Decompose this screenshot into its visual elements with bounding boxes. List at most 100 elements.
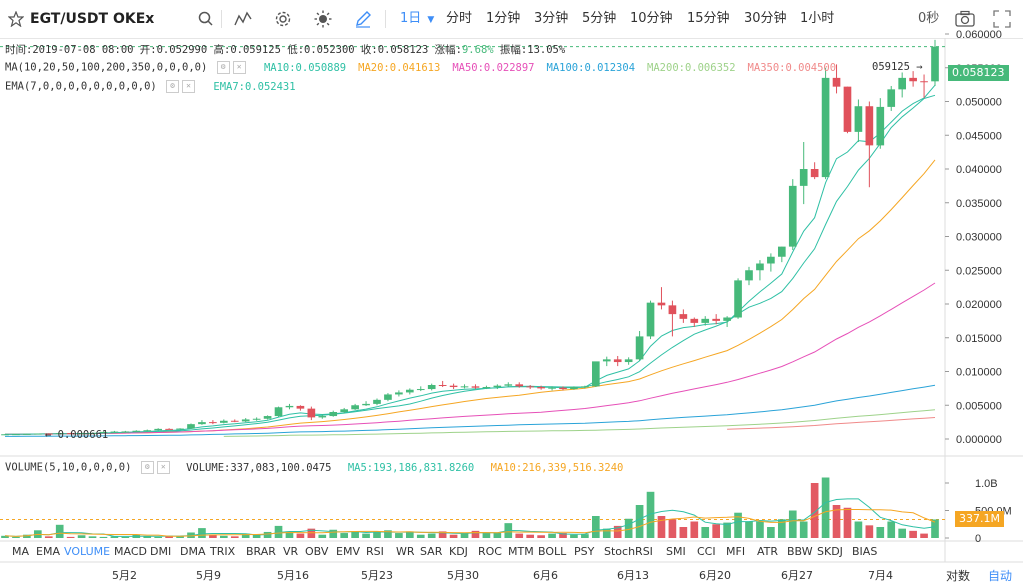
interval-option[interactable]: 10分钟: [630, 11, 673, 26]
volume-bar: [581, 534, 589, 538]
candle-body: [198, 422, 206, 425]
indicator-tab-mfi[interactable]: MFI: [726, 545, 746, 558]
indicator-tab-dma[interactable]: DMA: [180, 545, 206, 558]
price-tick-label: 0.025000: [956, 265, 1002, 277]
volume-bar: [679, 527, 688, 538]
volume-bar: [1, 535, 9, 538]
candle-body: [701, 318, 710, 323]
indicator-tab-mtm[interactable]: MTM: [508, 545, 534, 558]
ema-label: EMA(7,0,0,0,0,0,0,0,0,0): [5, 80, 157, 93]
indicator-tab-skdj[interactable]: SKDJ: [817, 545, 843, 558]
indicator-tab-kdj[interactable]: KDJ: [449, 545, 468, 558]
indicator-tab-bias[interactable]: BIAS: [852, 545, 878, 558]
volume-bar: [810, 483, 819, 538]
indicator-tab-volume[interactable]: VOLUME: [64, 545, 111, 558]
indicator-tab-vr[interactable]: VR: [283, 545, 299, 558]
interval-option[interactable]: 30分钟: [744, 11, 787, 26]
volume-bar: [176, 536, 184, 538]
interval-option[interactable]: 分时: [446, 11, 473, 26]
interval-dropdown[interactable]: 1日 ▼: [400, 0, 434, 38]
interval-option[interactable]: 1分钟: [486, 11, 521, 26]
ma350-line: [727, 417, 936, 430]
interval-option[interactable]: 3分钟: [534, 11, 569, 26]
indicator-tab-boll[interactable]: BOLL: [538, 545, 567, 558]
volume-label: VOLUME(5,10,0,0,0,0): [5, 461, 132, 474]
volume-bar: [460, 533, 469, 538]
ma-close-icon[interactable]: ✕: [232, 61, 246, 74]
volume-bar: [121, 536, 130, 538]
auto-scale-toggle[interactable]: 自动: [988, 569, 1013, 583]
indicator-tab-ema[interactable]: EMA: [36, 545, 60, 558]
volume-bar: [777, 519, 786, 538]
interval-option[interactable]: 15分钟: [687, 11, 730, 26]
indicator-tab-wr[interactable]: WR: [396, 545, 415, 558]
ma-label: MA(10,20,50,100,200,350,0,0,0,0): [5, 61, 208, 74]
indicator-tab-ma[interactable]: MA: [12, 545, 30, 558]
ma-value: MA10:0.050889: [263, 61, 347, 74]
price-tick-label: 0.030000: [956, 232, 1002, 244]
indicator-tab-rsi[interactable]: RSI: [366, 545, 384, 558]
volume-bar: [515, 533, 524, 538]
indicator-tab-stochrsi[interactable]: StochRSI: [604, 545, 653, 558]
volume-info: VOLUME(5,10,0,0,0,0) ⚙ ✕ VOLUME:337,083,1…: [5, 461, 623, 474]
volume-bar: [788, 510, 797, 538]
volume-close-icon[interactable]: ✕: [156, 461, 170, 474]
indicator-tab-dmi[interactable]: DMI: [150, 545, 172, 558]
candle-body: [646, 302, 655, 337]
indicator-tab-sar[interactable]: SAR: [420, 545, 443, 558]
toolbar: EGT/USDT OKEx 1日 ▼ 分时 1分钟 3分钟 5分钟 10分钟 1…: [0, 0, 1023, 39]
fullscreen-icon[interactable]: [993, 10, 1011, 28]
amplitude: 振幅:13.05%: [499, 44, 566, 56]
indicator-tab-obv[interactable]: OBV: [305, 545, 329, 558]
candle-body: [810, 169, 819, 178]
indicator-tab-roc[interactable]: ROC: [478, 545, 502, 558]
interval-option[interactable]: 5分钟: [582, 11, 617, 26]
indicator-icon[interactable]: [234, 10, 252, 28]
candle-body: [318, 416, 327, 418]
candle-body: [624, 359, 633, 363]
gear-icon[interactable]: [274, 10, 292, 28]
log-scale-toggle[interactable]: 对数: [946, 569, 971, 583]
date-label: 6月20: [699, 569, 731, 582]
ma10-line: [4, 94, 936, 435]
candle-body: [154, 428, 163, 431]
search-icon[interactable]: [197, 10, 215, 28]
draw-pencil-icon[interactable]: [354, 10, 372, 28]
camera-icon[interactable]: [955, 10, 975, 28]
ma-info: MA(10,20,50,100,200,350,0,0,0,0) ⚙ ✕ MA10…: [5, 61, 836, 74]
volume-bar: [362, 533, 370, 538]
date-label: 7月4: [868, 569, 893, 582]
candle-body: [690, 318, 699, 323]
indicator-tab-bbw[interactable]: BBW: [787, 545, 813, 558]
indicator-tab-brar[interactable]: BRAR: [246, 545, 276, 558]
candle-body: [12, 434, 20, 436]
price-tick-label: 0.040000: [956, 164, 1002, 176]
volume-bar: [635, 505, 644, 538]
ema-settings-icon[interactable]: ⚙: [166, 80, 180, 93]
theme-sun-icon[interactable]: [314, 10, 332, 28]
indicator-tab-macd[interactable]: MACD: [114, 545, 147, 558]
indicator-tab-smi[interactable]: SMI: [666, 545, 686, 558]
indicator-tab-cci[interactable]: CCI: [697, 545, 716, 558]
volume-bar: [745, 521, 753, 538]
candle-body: [712, 318, 721, 321]
candle-body: [1, 434, 9, 436]
date-label: 5月2: [112, 569, 137, 582]
ma-values: MA10:0.050889 MA20:0.041613 MA50:0.022897 M…: [252, 62, 836, 74]
candle-body: [613, 359, 622, 363]
candle-body: [23, 433, 31, 435]
star-icon[interactable]: [8, 11, 24, 27]
volume-bar: [12, 536, 20, 538]
ema-close-icon[interactable]: ✕: [182, 80, 196, 93]
volume-bar: [438, 531, 447, 538]
indicator-tab-psy[interactable]: PSY: [574, 545, 595, 558]
candle-body: [723, 317, 731, 321]
candle-body: [351, 405, 359, 410]
indicator-tab-atr[interactable]: ATR: [757, 545, 779, 558]
indicator-tab-emv[interactable]: EMV: [336, 545, 360, 558]
volume-settings-icon[interactable]: ⚙: [140, 461, 154, 474]
interval-option[interactable]: 1小时: [800, 11, 835, 26]
ma-settings-icon[interactable]: ⚙: [216, 61, 230, 74]
indicator-tab-trix[interactable]: TRIX: [210, 545, 236, 558]
candle-body: [821, 77, 830, 178]
